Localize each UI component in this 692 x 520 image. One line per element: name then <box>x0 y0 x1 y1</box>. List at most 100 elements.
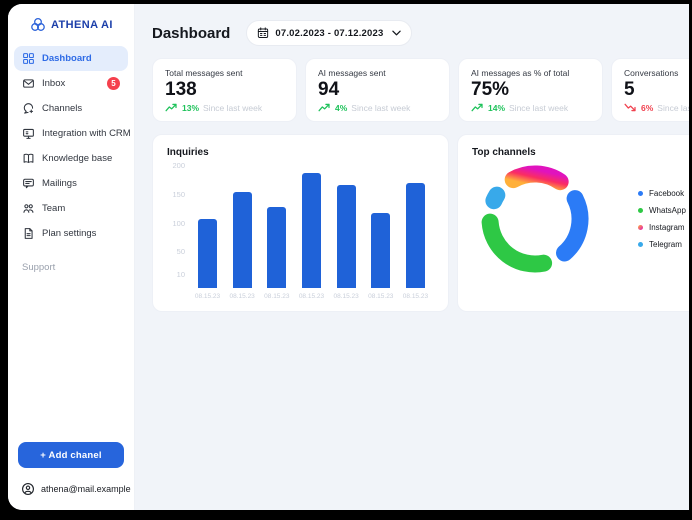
sidebar-item-mailings[interactable]: Mailings <box>14 171 128 196</box>
trend-up-icon <box>471 103 484 112</box>
message-lines-icon <box>22 177 35 190</box>
x-axis-label: 08.15.23 <box>194 293 221 300</box>
brand-logo: ATHENA AI <box>8 4 134 33</box>
legend-item-telegram: Telegram <box>638 240 686 249</box>
top-channels-donut-area: Facebook WhatsApp Instagram Telegram <box>472 160 689 278</box>
sidebar-item-integration-with-crm[interactable]: Integration with CRM <box>14 121 131 146</box>
legend-dot-instagram <box>638 225 643 230</box>
stat-delta-caption: Since last week <box>351 102 411 113</box>
sidebar-item-inbox[interactable]: Inbox 5 <box>14 71 128 96</box>
stat-delta-row: 6%Since last week <box>624 103 689 113</box>
donut-legend: Facebook WhatsApp Instagram Telegram <box>638 189 686 249</box>
date-range-value: 07.02.2023 - 07.12.2023 <box>275 27 384 39</box>
chevron-down-icon <box>390 30 401 36</box>
trend-up-icon <box>318 103 331 112</box>
top-channels-chart-card: Top channels Facebook WhatsApp Instagram T <box>457 134 689 312</box>
calendar-icon <box>257 27 269 39</box>
stat-card-total-messages-sent: Total messages sent 138 13% Since last week <box>152 58 297 122</box>
legend-label: WhatsApp <box>649 206 686 215</box>
legend-label: Facebook <box>649 189 685 198</box>
sidebar-item-label: Team <box>42 203 66 214</box>
stat-card-ai-messages-sent: AI messages sent 94 4% Since last week <box>305 58 450 122</box>
sidebar-item-label: Channels <box>42 103 83 114</box>
trend-down-icon <box>624 103 637 112</box>
bar-column: 08.15.23 <box>330 185 363 300</box>
stat-delta-row: 14% Since last week <box>471 103 590 113</box>
sidebar-item-label: Integration with CRM <box>42 128 131 139</box>
legend-item-instagram: Instagram <box>638 223 686 232</box>
legend-dot-whatsapp <box>638 208 643 213</box>
x-axis-label: 08.15.23 <box>333 293 359 300</box>
sidebar-section-support[interactable]: Support <box>22 262 56 273</box>
y-axis-tick: 100 <box>172 218 185 228</box>
bar-column: 08.15.23 <box>260 207 293 300</box>
stat-value: 75% <box>471 79 510 100</box>
y-axis-tick: 10 <box>176 270 185 280</box>
inquiries-bar <box>267 207 287 288</box>
team-people-icon <box>22 202 35 215</box>
envelope-icon <box>22 77 35 90</box>
add-channel-button[interactable]: + Add chanel <box>18 442 124 468</box>
bar-chart-y-axis: 200 150 100 50 10 <box>167 161 189 300</box>
inquiries-bar <box>405 183 425 288</box>
dashboard-grid-icon <box>22 52 35 65</box>
stat-delta-row: 4% Since last week <box>318 103 437 113</box>
sidebar-spacer <box>8 273 134 442</box>
stat-delta-caption: Since last week <box>509 102 569 113</box>
x-axis-label: 08.15.23 <box>298 293 325 300</box>
document-icon <box>22 227 35 240</box>
stats-row: Total messages sent 138 13% Since last week… <box>152 58 689 122</box>
person-circle-icon <box>21 482 35 496</box>
stat-delta-percent: 4% <box>335 102 348 113</box>
inquiries-bar <box>336 185 356 288</box>
sidebar-item-team[interactable]: Team <box>14 196 128 221</box>
top-channels-donut-chart <box>481 165 589 273</box>
legend-item-facebook: Facebook <box>638 189 686 198</box>
charts-row: Inquiries 200 150 100 50 10 08.15.23 08.15.23… <box>152 134 689 312</box>
account-row[interactable]: athena@mail.example <box>8 477 134 510</box>
sidebar-item-dashboard[interactable]: Dashboard <box>14 46 128 71</box>
stat-delta-caption: Since last week <box>657 102 689 113</box>
y-axis-tick: 50 <box>176 247 185 257</box>
x-axis-label: 08.15.23 <box>264 293 290 300</box>
x-axis-label: 08.15.23 <box>229 293 255 300</box>
stat-delta-caption: Since last week <box>203 102 263 113</box>
legend-item-whatsapp: WhatsApp <box>638 206 686 215</box>
stat-delta-percent: 13% <box>182 102 200 113</box>
stat-value: 138 <box>165 79 197 100</box>
stat-value: 5 <box>624 79 635 100</box>
bar-column: 08.15.23 <box>295 172 328 300</box>
app-window: ATHENA AI Dashboard Inbox 5 Channels Integra… <box>8 4 689 510</box>
brand-name: ATHENA AI <box>51 19 113 31</box>
sidebar: ATHENA AI Dashboard Inbox 5 Channels Integra… <box>8 4 135 510</box>
triquetra-knot-logo-icon <box>30 17 46 33</box>
bar-column: 08.15.23 <box>399 183 432 300</box>
inquiries-chart-card: Inquiries 200 150 100 50 10 08.15.23 08.15.23… <box>152 134 449 312</box>
bar-chart-plot-area: 08.15.23 08.15.23 08.15.23 08.15.23 08.15.23… <box>189 166 434 300</box>
bar-column: 08.15.23 <box>191 218 224 300</box>
stat-card-ai-messages-as-of-total: AI messages as % of total 75% 14% Since las… <box>458 58 603 122</box>
sidebar-item-label: Dashboard <box>42 53 92 64</box>
x-axis-label: 08.15.23 <box>402 293 429 300</box>
legend-label: Telegram <box>649 240 682 249</box>
sidebar-item-label: Inbox <box>42 78 66 89</box>
inquiries-bar <box>371 213 391 288</box>
y-axis-tick: 200 <box>172 161 185 170</box>
stat-label: Total messages sent <box>165 68 243 78</box>
sidebar-item-label: Plan settings <box>42 228 97 239</box>
date-range-picker[interactable]: 07.02.2023 - 07.12.2023 <box>246 20 412 46</box>
sidebar-item-channels[interactable]: Channels <box>14 96 128 121</box>
inquiries-bar <box>232 191 252 288</box>
y-axis-tick: 150 <box>172 189 185 199</box>
sidebar-item-plan-settings[interactable]: Plan settings <box>14 221 128 246</box>
stat-label: Conversations <box>624 68 679 78</box>
stat-label: AI messages sent <box>318 68 386 78</box>
stat-delta-percent: 14% <box>488 102 506 113</box>
inquiries-bar <box>301 172 321 288</box>
trend-up-icon <box>165 103 178 112</box>
x-axis-label: 08.15.23 <box>368 293 394 300</box>
sidebar-item-knowledge-base[interactable]: Knowledge base <box>14 146 128 171</box>
legend-dot-facebook <box>638 191 643 196</box>
donut-segment-whatsapp <box>481 213 553 273</box>
